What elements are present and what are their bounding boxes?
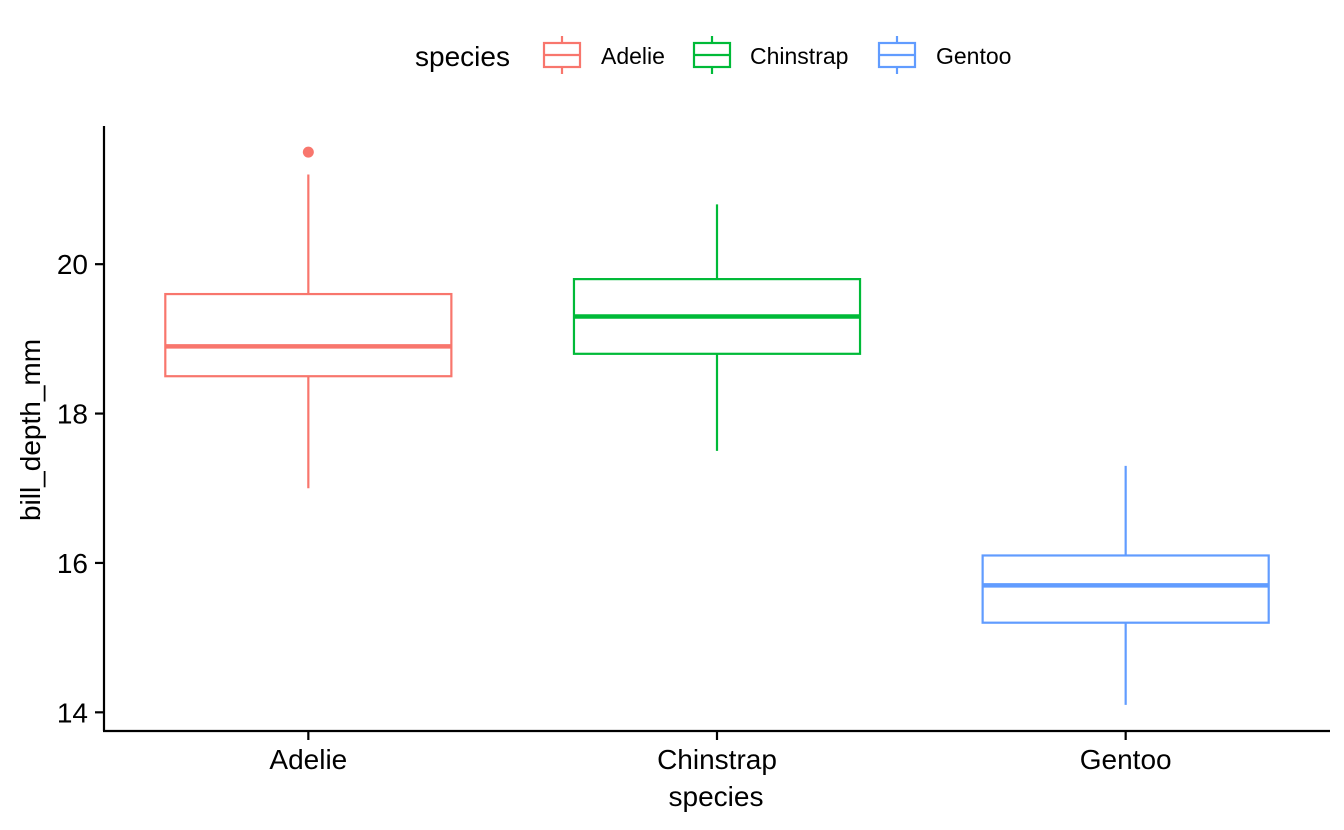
iqr-box bbox=[164, 292, 453, 378]
legend-title: species bbox=[415, 41, 510, 72]
legend-entry-gentoo: Gentoo bbox=[877, 36, 1011, 74]
x-tick-label: Adelie bbox=[269, 744, 347, 775]
x-tick-label: Chinstrap bbox=[657, 744, 777, 775]
box-chinstrap bbox=[572, 204, 862, 451]
y-tick-label: 20 bbox=[57, 249, 88, 280]
legend: species Adelie Chinstrap Gentoo bbox=[415, 36, 1011, 74]
y-tick-label: 18 bbox=[57, 399, 88, 430]
boxes bbox=[164, 146, 1270, 705]
legend-label: Adelie bbox=[601, 43, 665, 69]
legend-label: Chinstrap bbox=[750, 43, 848, 69]
legend-entry-adelie: Adelie bbox=[542, 36, 665, 74]
y-tick-label: 16 bbox=[57, 548, 88, 579]
y-tick-label: 14 bbox=[57, 697, 88, 728]
x-axis-label: species bbox=[669, 781, 764, 812]
box-adelie bbox=[164, 146, 453, 489]
axes: 14 16 18 20 Adelie Chinstrap Gentoo bbox=[57, 126, 1330, 775]
legend-entry-chinstrap: Chinstrap bbox=[692, 36, 848, 74]
outlier-point bbox=[302, 146, 314, 158]
box-gentoo bbox=[981, 465, 1270, 705]
legend-label: Gentoo bbox=[936, 43, 1011, 69]
x-tick-label: Gentoo bbox=[1080, 744, 1172, 775]
iqr-box bbox=[981, 554, 1270, 624]
y-axis-label: bill_depth_mm bbox=[15, 339, 46, 521]
